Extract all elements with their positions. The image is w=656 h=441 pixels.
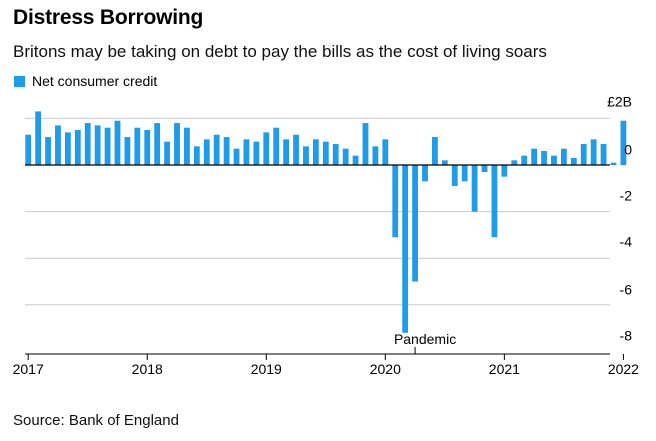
bar <box>213 134 220 165</box>
legend-label: Net consumer credit <box>32 73 158 89</box>
bar <box>531 148 538 165</box>
bar <box>551 155 557 165</box>
bar <box>94 125 101 165</box>
x-tick-label: 2022 <box>608 361 639 377</box>
bar <box>114 120 121 165</box>
bar <box>223 137 230 165</box>
bar <box>25 134 32 165</box>
bar <box>560 148 567 165</box>
bar <box>273 127 280 165</box>
y-tick-label: -4 <box>620 234 633 250</box>
bar <box>74 130 81 165</box>
bar <box>620 120 627 165</box>
bar <box>372 146 379 165</box>
bar <box>193 146 200 165</box>
bar <box>461 165 468 182</box>
bars <box>25 111 627 333</box>
bar <box>203 139 210 165</box>
y-tick-label: -8 <box>620 328 633 344</box>
bar <box>64 132 71 165</box>
bar <box>610 162 617 165</box>
bar <box>293 134 299 165</box>
bar <box>392 165 399 238</box>
y-tick-label: -2 <box>620 188 633 204</box>
chart-subtitle: Britons may be taking on debt to pay the… <box>13 42 547 61</box>
gridlines <box>25 117 610 306</box>
bar <box>491 165 498 238</box>
bar <box>422 165 428 182</box>
bar <box>45 137 51 165</box>
bar <box>580 144 587 165</box>
bar <box>184 127 190 165</box>
bar <box>600 144 607 165</box>
bar <box>432 137 438 165</box>
bar <box>253 141 260 165</box>
bar <box>154 123 161 165</box>
legend-swatch <box>14 75 25 87</box>
x-tick-label: 2018 <box>132 361 163 377</box>
bar <box>233 148 240 165</box>
bar <box>590 139 597 165</box>
bar <box>332 144 339 165</box>
bar <box>174 123 180 165</box>
chart-title: Distress Borrowing <box>13 6 204 29</box>
tick-labels: £2B 0 -2 -4 -6 -8 2017 2018 2019 2020 2021 2022 Pand… <box>13 94 640 377</box>
y-tick-label: £2B <box>607 94 632 110</box>
bar <box>164 141 170 165</box>
bar <box>342 148 349 165</box>
bar <box>104 127 111 165</box>
x-tick-label: 2021 <box>489 361 520 377</box>
bar <box>124 137 131 165</box>
bar <box>362 123 369 165</box>
bar <box>312 139 319 165</box>
legend: Net consumer credit <box>14 73 157 89</box>
bar <box>84 123 91 165</box>
y-tick-label: -6 <box>620 282 633 298</box>
bar <box>511 160 518 165</box>
bar <box>382 139 389 165</box>
bar <box>352 155 359 165</box>
bar <box>55 125 61 165</box>
annotation-pandemic: Pandemic <box>394 331 456 347</box>
source-note: Source: Bank of England <box>13 412 179 429</box>
bar <box>412 165 418 282</box>
x-tick-label: 2020 <box>370 361 401 377</box>
bar <box>144 130 151 165</box>
axes <box>25 164 624 360</box>
bar <box>283 139 290 165</box>
bar <box>521 155 528 165</box>
bar <box>402 165 409 333</box>
bar <box>471 165 478 212</box>
bar <box>303 146 309 165</box>
y-tick-label: 0 <box>624 142 632 158</box>
bar <box>570 158 577 165</box>
bar <box>441 160 448 165</box>
bar <box>134 127 141 165</box>
x-tick-label: 2017 <box>13 361 44 377</box>
bar <box>263 132 270 165</box>
bar <box>481 165 488 172</box>
bar <box>501 165 508 177</box>
bar <box>243 139 250 165</box>
bar <box>541 151 547 165</box>
bar <box>35 111 42 165</box>
bar <box>451 165 458 186</box>
bar <box>322 141 329 165</box>
x-tick-label: 2019 <box>251 361 282 377</box>
